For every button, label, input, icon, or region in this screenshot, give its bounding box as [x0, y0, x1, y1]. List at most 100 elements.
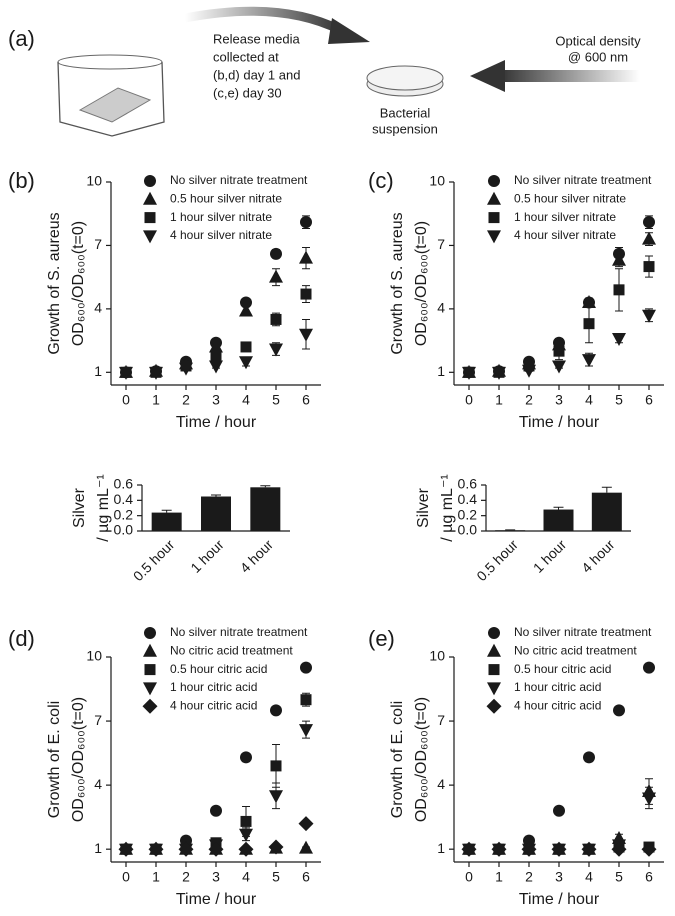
- x-tick-label: 3: [212, 869, 220, 885]
- y-tick-label: 10: [429, 648, 445, 664]
- y-tick-label: 7: [94, 712, 102, 728]
- legend-marker: [144, 627, 156, 639]
- marker: [240, 296, 252, 309]
- legend-marker: [488, 664, 500, 676]
- panel-label: (a): [8, 26, 35, 51]
- marker: [583, 751, 595, 764]
- x-tick-label: 4: [242, 869, 250, 885]
- marker: [240, 341, 252, 353]
- marker: [300, 661, 312, 674]
- legend-marker: [143, 191, 157, 205]
- marker: [239, 303, 253, 317]
- y-tick-label: 0.6: [114, 476, 134, 492]
- panel-label: (c): [368, 168, 394, 193]
- marker: [299, 328, 313, 342]
- x-tick-label: 6: [645, 869, 653, 885]
- legend-label: 0.5 hour citric acid: [170, 662, 267, 676]
- marker: [613, 284, 625, 296]
- marker: [239, 828, 253, 842]
- legend-marker: [143, 643, 157, 657]
- marker: [643, 261, 655, 273]
- y-tick-label: 0.2: [458, 506, 478, 522]
- legend-label: No citric acid treatment: [170, 643, 293, 657]
- marker: [491, 841, 507, 857]
- marker: [492, 366, 506, 380]
- y-tick-label: 0.2: [114, 506, 134, 522]
- marker: [118, 841, 134, 857]
- marker: [270, 247, 282, 260]
- diagram-text: Release media: [213, 31, 300, 46]
- legend-marker: [142, 698, 158, 714]
- arrow: [500, 70, 640, 82]
- marker: [643, 661, 655, 674]
- bar: [151, 512, 182, 531]
- bar: [543, 509, 574, 531]
- diagram-text: Optical density: [555, 33, 641, 48]
- x-tick-label: 1: [495, 869, 503, 885]
- error-bar: [260, 485, 271, 488]
- marker: [208, 841, 224, 857]
- x-tick-label: 0: [465, 869, 473, 885]
- diagram-text: Bacterial: [380, 105, 431, 120]
- x-tick-label: 6: [302, 392, 310, 408]
- marker: [148, 841, 164, 857]
- beaker: [57, 61, 165, 137]
- legend-label: 4 hour citric acid: [514, 698, 601, 712]
- y-axis-label: Silver: [415, 487, 432, 528]
- marker: [299, 840, 313, 854]
- legend-marker: [487, 682, 501, 696]
- marker: [209, 360, 223, 374]
- y-axis-label: Growth of S. aureus: [389, 212, 406, 354]
- marker: [149, 366, 163, 380]
- x-tick-label: 0: [465, 392, 473, 408]
- legend-label: 4 hour silver nitrate: [514, 228, 616, 242]
- x-tick-label: 0: [122, 392, 130, 408]
- x-tick-label: 3: [212, 392, 220, 408]
- x-tick-label: 0.5 hour: [130, 536, 178, 584]
- marker: [643, 216, 655, 229]
- y-tick-label: 4: [437, 776, 445, 792]
- arrow-head: [470, 60, 505, 92]
- marker: [210, 349, 222, 361]
- legend-marker: [488, 175, 500, 187]
- marker: [209, 339, 223, 353]
- marker: [269, 790, 283, 804]
- marker: [553, 345, 565, 357]
- legend-label: 1 hour silver nitrate: [170, 210, 272, 224]
- diagram-text: @ 600 nm: [568, 49, 628, 64]
- y-tick-label: 10: [429, 173, 445, 189]
- x-tick-label: 1 hour: [187, 536, 227, 576]
- legend-marker: [488, 627, 500, 639]
- marker: [210, 804, 222, 817]
- marker: [641, 841, 657, 857]
- x-tick-label: 5: [615, 869, 623, 885]
- y-axis-label: / µg mL⁻¹: [439, 474, 456, 541]
- y-tick-label: 1: [437, 840, 445, 856]
- marker: [178, 841, 194, 857]
- y-tick-label: 10: [86, 173, 102, 189]
- marker: [553, 804, 565, 817]
- bar: [201, 496, 231, 531]
- legend-label: 4 hour silver nitrate: [170, 228, 272, 242]
- x-tick-label: 4 hour: [237, 536, 277, 576]
- legend-marker: [487, 643, 501, 657]
- dish-top: [366, 65, 444, 91]
- marker: [268, 839, 284, 855]
- y-axis-label: OD₆₀₀/OD₆₀₀(t=0): [413, 221, 430, 346]
- x-tick-label: 5: [615, 392, 623, 408]
- diagram-text: (b,d) day 1 and: [213, 67, 300, 82]
- y-axis-label: OD₆₀₀/OD₆₀₀(t=0): [413, 697, 430, 822]
- legend-marker: [487, 191, 501, 205]
- y-axis-label: OD₆₀₀/OD₆₀₀(t=0): [70, 697, 87, 822]
- x-axis-label: Time / hour: [176, 414, 257, 431]
- marker: [521, 841, 537, 857]
- error-bar: [553, 506, 564, 510]
- marker: [240, 815, 252, 827]
- marker: [462, 366, 476, 380]
- legend-label: 0.5 hour silver nitrate: [170, 191, 282, 205]
- error-bar: [211, 494, 221, 497]
- legend-label: 4 hour citric acid: [170, 698, 257, 712]
- x-tick-label: 6: [302, 869, 310, 885]
- y-tick-label: 4: [94, 300, 102, 316]
